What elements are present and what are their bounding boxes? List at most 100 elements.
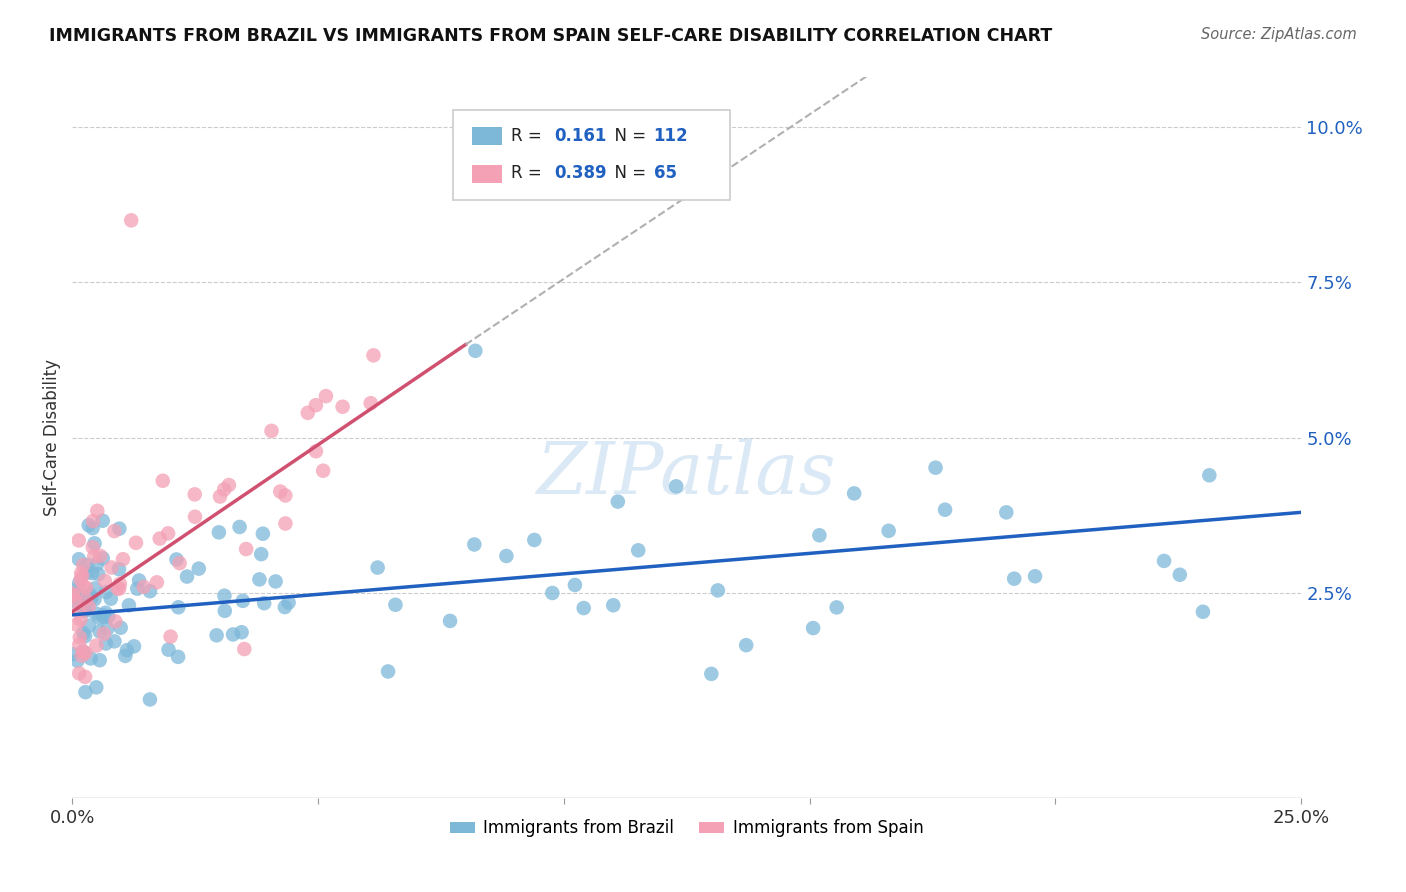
Text: 112: 112	[654, 127, 688, 145]
Point	[103, 634, 125, 648]
Point	[67, 638, 90, 652]
Point	[100, 560, 122, 574]
Text: R =: R =	[510, 127, 547, 145]
Point	[93, 608, 115, 623]
Point	[62, 647, 84, 661]
Point	[249, 573, 271, 587]
Point	[70, 596, 93, 610]
Text: IMMIGRANTS FROM BRAZIL VS IMMIGRANTS FROM SPAIN SELF-CARE DISABILITY CORRELATION: IMMIGRANTS FROM BRAZIL VS IMMIGRANTS FRO…	[49, 27, 1053, 45]
Point	[93, 610, 115, 624]
Point	[107, 582, 129, 596]
Point	[94, 574, 117, 588]
Point	[825, 600, 848, 615]
Point	[67, 604, 90, 618]
Y-axis label: Self-Care Disability: Self-Care Disability	[44, 359, 60, 516]
Point	[367, 560, 389, 574]
Point	[67, 552, 90, 566]
Point	[72, 558, 94, 573]
Point	[146, 575, 169, 590]
Point	[1153, 554, 1175, 568]
Point	[108, 582, 131, 596]
Point	[233, 642, 256, 657]
Point	[228, 520, 250, 534]
Point	[1192, 605, 1215, 619]
Point	[110, 621, 132, 635]
Point	[166, 552, 188, 566]
Point	[75, 592, 97, 607]
Text: R =: R =	[510, 164, 547, 182]
Point	[315, 389, 337, 403]
Point	[83, 592, 105, 607]
Point	[73, 603, 96, 617]
Point	[128, 574, 150, 588]
Point	[606, 494, 628, 508]
Point	[152, 474, 174, 488]
Point	[75, 646, 97, 660]
FancyBboxPatch shape	[453, 110, 730, 200]
Point	[132, 580, 155, 594]
Point	[208, 490, 231, 504]
Point	[79, 587, 101, 601]
Point	[149, 532, 172, 546]
Text: 0.161: 0.161	[554, 127, 606, 145]
Point	[84, 607, 107, 621]
Point	[80, 566, 103, 581]
Point	[214, 604, 236, 618]
Point	[212, 483, 235, 497]
Point	[118, 599, 141, 613]
Point	[464, 343, 486, 358]
Point	[60, 586, 83, 600]
Point	[63, 589, 86, 603]
Text: 65: 65	[654, 164, 676, 182]
Point	[269, 484, 291, 499]
Point	[274, 600, 297, 615]
Point	[76, 566, 98, 580]
Point	[75, 590, 97, 604]
Point	[665, 479, 688, 493]
Point	[79, 651, 101, 665]
Point	[62, 589, 84, 603]
Point	[924, 460, 946, 475]
Point	[305, 444, 328, 458]
Point	[94, 585, 117, 599]
Point	[232, 594, 254, 608]
Text: N =: N =	[605, 127, 652, 145]
Point	[65, 589, 87, 603]
Point	[75, 670, 97, 684]
Point	[312, 464, 335, 478]
Point	[91, 514, 114, 528]
Point	[66, 654, 89, 668]
Point	[63, 593, 86, 607]
Point	[127, 582, 149, 596]
Point	[67, 666, 90, 681]
Point	[77, 518, 100, 533]
Point	[70, 569, 93, 583]
Point	[564, 578, 586, 592]
Text: 0.389: 0.389	[554, 164, 606, 182]
Point	[842, 486, 865, 500]
Point	[70, 566, 93, 580]
Point	[72, 645, 94, 659]
Point	[495, 549, 517, 563]
Point	[89, 653, 111, 667]
FancyBboxPatch shape	[471, 128, 502, 145]
Point	[377, 665, 399, 679]
Point	[111, 552, 134, 566]
Point	[274, 516, 297, 531]
Point	[104, 615, 127, 629]
Point	[108, 577, 131, 591]
Point	[184, 487, 207, 501]
Text: ZIPatlas: ZIPatlas	[537, 439, 837, 509]
Point	[363, 348, 385, 362]
Point	[103, 524, 125, 538]
Text: N =: N =	[605, 164, 652, 182]
Point	[934, 502, 956, 516]
Point	[995, 505, 1018, 519]
Point	[253, 596, 276, 610]
FancyBboxPatch shape	[471, 165, 502, 183]
Text: Source: ZipAtlas.com: Source: ZipAtlas.com	[1201, 27, 1357, 42]
Point	[208, 525, 231, 540]
Point	[332, 400, 354, 414]
Point	[84, 681, 107, 695]
Point	[87, 567, 110, 582]
